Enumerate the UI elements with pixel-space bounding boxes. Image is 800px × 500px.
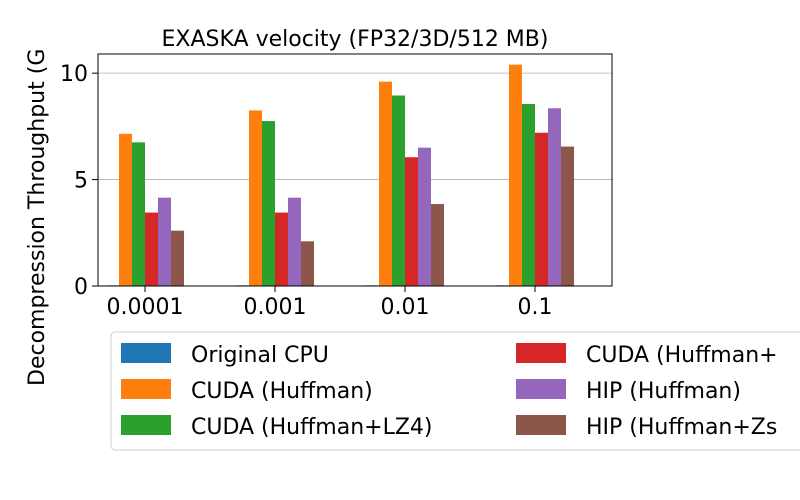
y-tick-label: 10 <box>60 62 88 87</box>
bar-series-2-0.0001 <box>132 142 145 286</box>
bar-series-1-0.0001 <box>119 133 132 286</box>
x-tick-label: 0.01 <box>381 295 430 320</box>
bar-series-5-0.001 <box>301 241 314 286</box>
x-tick-label: 0.0001 <box>107 295 184 320</box>
legend-label: HIP (Huffman+Zs <box>586 415 777 440</box>
bar-series-2-0.001 <box>262 121 275 286</box>
bar-series-5-0.1 <box>561 146 574 286</box>
bar-series-2-0.01 <box>392 95 405 287</box>
bar-series-3-0.001 <box>275 212 288 286</box>
x-tick-label: 0.1 <box>518 295 553 320</box>
bar-series-5-0.01 <box>431 204 444 286</box>
y-tick-label: 5 <box>74 169 88 194</box>
legend-frame <box>110 331 800 451</box>
legend-label: CUDA (Huffman+ <box>586 343 778 368</box>
x-tick-label: 0.001 <box>244 295 307 320</box>
legend-items: Original CPU CUDA (Huffman) CUDA (Huffman+… <box>121 343 778 440</box>
y-axis-label: Decompression Throughput (G <box>25 49 50 386</box>
bars <box>106 64 574 287</box>
bar-series-4-0.0001 <box>158 197 171 286</box>
bar-series-3-0.01 <box>405 157 418 286</box>
bar-series-1-0.01 <box>379 81 392 286</box>
bar-series-1-0.1 <box>509 64 522 286</box>
legend-swatch <box>516 379 566 399</box>
legend-swatch <box>516 415 566 435</box>
plot-area-frame <box>97 53 613 287</box>
bar-series-2-0.1 <box>522 104 535 287</box>
legend-swatch <box>121 415 171 435</box>
legend-label: HIP (Huffman) <box>586 379 741 404</box>
legend-label: Original CPU <box>191 343 329 368</box>
bar-series-4-0.01 <box>418 147 431 286</box>
bar-series-3-0.0001 <box>145 212 158 286</box>
legend-swatch <box>121 343 171 363</box>
bar-series-4-0.1 <box>548 108 561 286</box>
legend-label: CUDA (Huffman+LZ4) <box>191 415 432 440</box>
axes: 0 5 10 0.0001 0.001 0.01 0.1 <box>60 62 553 320</box>
legend-swatch <box>516 343 566 363</box>
bar-series-1-0.001 <box>249 110 262 286</box>
bar-series-3-0.1 <box>535 132 548 286</box>
legend-label: CUDA (Huffman) <box>191 379 373 404</box>
legend: Original CPU CUDA (Huffman) CUDA (Huffman+… <box>110 331 800 451</box>
y-tick-label: 0 <box>74 275 88 300</box>
legend-swatch <box>121 379 171 399</box>
chart-title: EXASKA velocity (FP32/3D/512 MB) <box>162 27 549 52</box>
bar-series-5-0.0001 <box>171 230 184 286</box>
bar-series-4-0.001 <box>288 197 301 286</box>
